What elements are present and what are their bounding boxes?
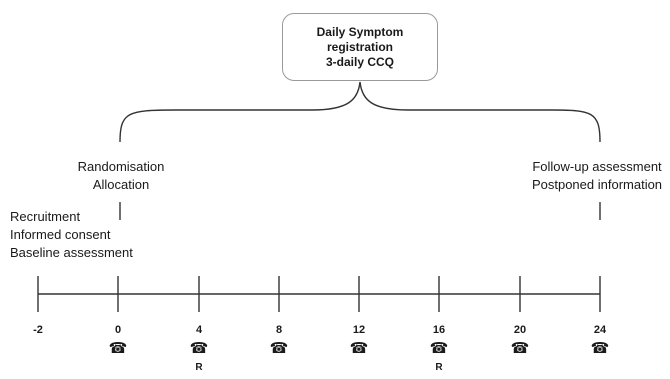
tick-group (37, 276, 601, 312)
box-line-2: registration (326, 39, 393, 54)
recruitment-label: Recruitment Informed consent Baseline as… (10, 208, 160, 262)
daily-symptom-box: Daily Symptom registration 3-daily CCQ (282, 13, 438, 81)
r-marker: R (435, 362, 443, 373)
randomisation-label: Randomisation Allocation (68, 158, 174, 194)
week-label: 24 (593, 324, 607, 336)
baseline-text: Baseline assessment (10, 245, 133, 260)
week-label: 0 (114, 324, 122, 336)
telephone-icon: ☎ (349, 340, 369, 357)
box-line-1: Daily Symptom (316, 24, 404, 39)
week-label: -2 (33, 324, 43, 336)
recruitment-text: Recruitment (10, 209, 81, 224)
telephone-icon: ☎ (269, 340, 289, 357)
week-label: 4 (195, 324, 203, 336)
r-marker: R (195, 362, 203, 373)
telephone-icon: ☎ (510, 340, 530, 357)
telephone-icon: ☎ (590, 340, 610, 357)
postponed-text: Postponed information (531, 177, 663, 192)
telephone-icon: ☎ (108, 340, 128, 357)
box-line-3: 3-daily CCQ (325, 54, 394, 69)
week-label: 8 (275, 324, 283, 336)
followup-label: Follow-up assessment Postponed informati… (526, 158, 668, 194)
randomisation-text: Randomisation (77, 159, 165, 174)
followup-text: Follow-up assessment (532, 159, 662, 174)
week-label: 16 (432, 324, 446, 336)
telephone-icon: ☎ (189, 340, 209, 357)
allocation-text: Allocation (92, 177, 150, 192)
telephone-icon: ☎ (429, 340, 449, 357)
consent-text: Informed consent (10, 227, 111, 242)
week-label: 20 (513, 324, 527, 336)
curly-bracket (119, 81, 601, 143)
week-label: 12 (352, 324, 366, 336)
